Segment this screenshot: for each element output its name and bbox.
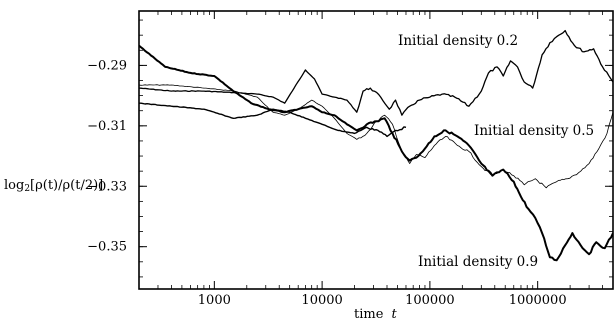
annotation-density-0-5: Initial density 0.5: [474, 123, 594, 139]
x-tick-label: 100000: [405, 293, 455, 308]
x-tick-label: 1000: [198, 293, 231, 308]
x-axis-label-var: t: [392, 307, 398, 322]
series-initial-density-0-9: [139, 44, 613, 262]
series-unlabeled: [139, 102, 407, 138]
annotation-density-0-9: Initial density 0.9: [418, 254, 538, 270]
y-axis-label-sub: 2: [24, 184, 31, 194]
annotation-density-0-2: Initial density 0.2: [398, 33, 518, 49]
y-axis-label-log: log: [4, 178, 25, 193]
series-initial-density-0-2: [139, 29, 613, 116]
y-tick-label: −0.31: [87, 119, 127, 134]
y-axis-label: log2[ρ(t)/ρ(t/2)]: [4, 178, 103, 194]
y-tick-label: −0.33: [87, 179, 127, 194]
y-axis-label-body: [ρ(t)/ρ(t/2)]: [30, 178, 104, 193]
x-axis-label: time t: [354, 307, 398, 322]
x-tick-label: 10000: [301, 293, 342, 308]
plot-frame: [138, 10, 614, 290]
x-axis-label-text: time: [354, 307, 384, 322]
y-tick-label: −0.29: [87, 58, 127, 73]
x-tick-label: 1000000: [509, 293, 567, 308]
y-tick-label: −0.35: [87, 240, 127, 255]
